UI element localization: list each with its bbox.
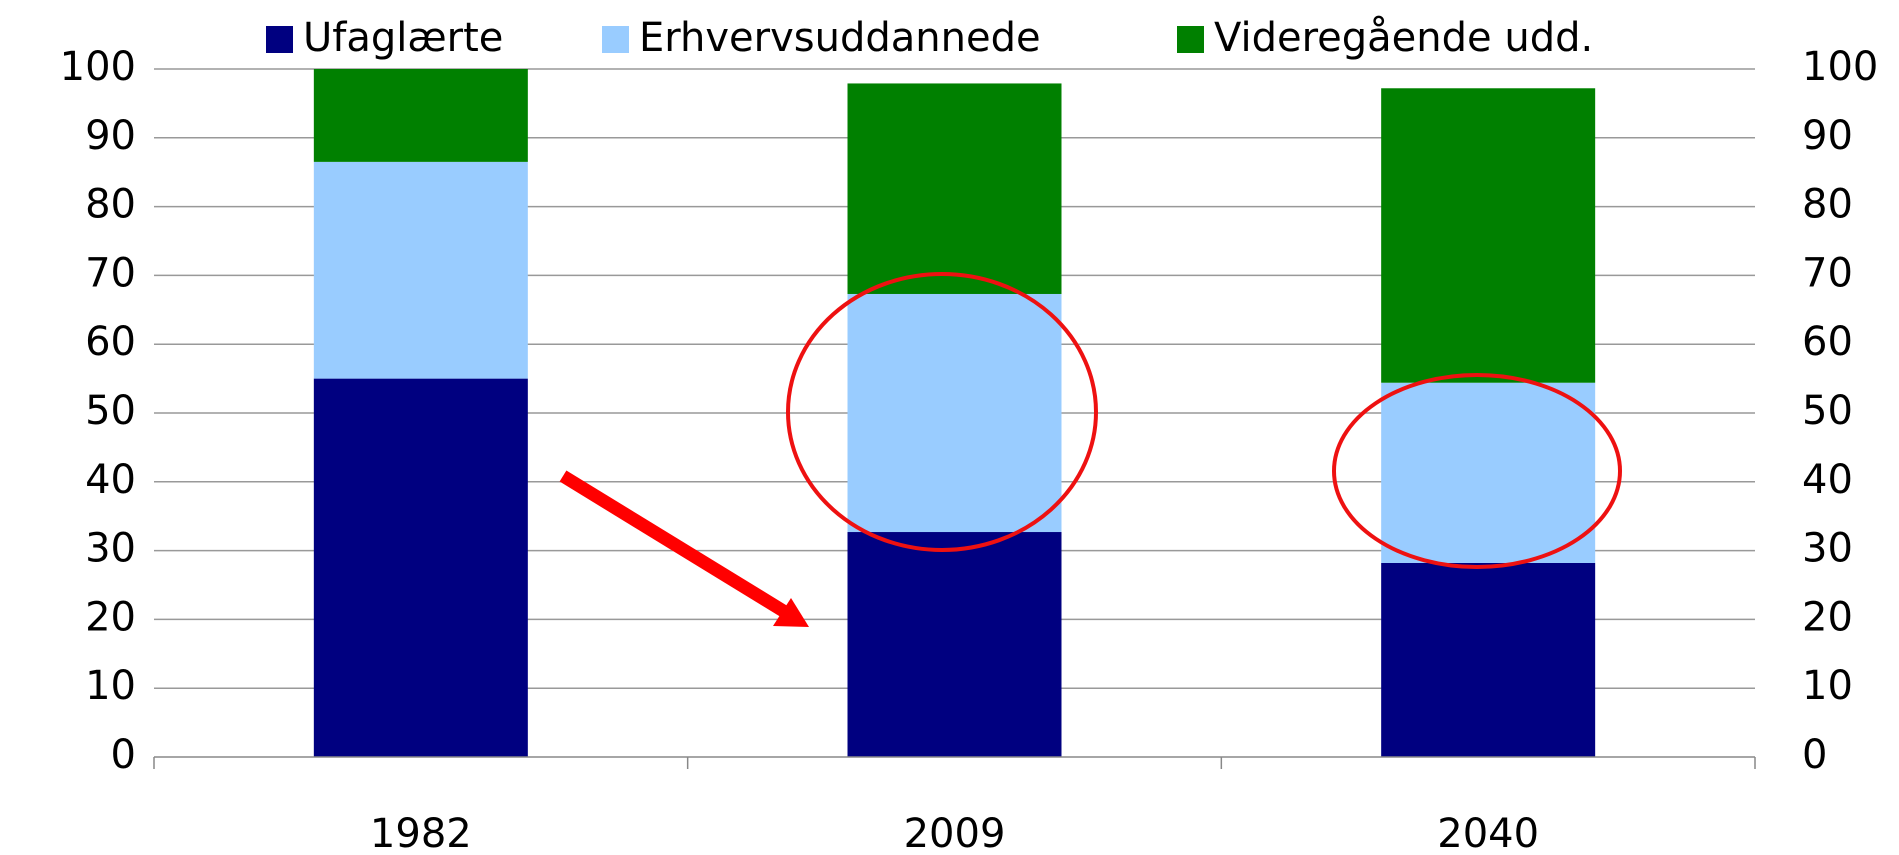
y-tick-label: 50: [85, 388, 136, 434]
legend-swatch: [1177, 26, 1204, 53]
y2-tick-label: 100: [1802, 44, 1878, 90]
legend-label: Erhvervsuddannede: [639, 15, 1041, 61]
legend-label: Ufaglærte: [303, 15, 503, 61]
legend-swatch: [602, 26, 629, 53]
y2-tick-label: 30: [1802, 526, 1853, 572]
x-tick-label: 2040: [1437, 811, 1539, 855]
highlight-circle: [1332, 373, 1622, 569]
bar-segment: [847, 293, 1062, 533]
legend-label: Videregående udd.: [1214, 15, 1593, 61]
x-tick-label: 2009: [904, 811, 1006, 855]
y-tick-label: 100: [60, 44, 136, 90]
bar-segment: [847, 83, 1062, 294]
bars: [313, 69, 1596, 757]
arrow-head: [773, 598, 809, 627]
bar-segment: [313, 378, 528, 757]
y2-tick-label: 90: [1802, 113, 1853, 159]
highlight-circle: [786, 272, 1098, 552]
y-tick-label: 90: [85, 113, 136, 159]
y2-tick-label: 50: [1802, 388, 1853, 434]
y-tick-label: 40: [85, 457, 136, 503]
y2-tick-label: 20: [1802, 594, 1853, 640]
y2-tick-label: 70: [1802, 250, 1853, 296]
y2-tick-label: 10: [1802, 663, 1853, 709]
y-tick-label: 80: [85, 182, 136, 228]
y2-tick-label: 0: [1802, 732, 1827, 778]
legend-swatch: [266, 26, 293, 53]
bar-segment: [1381, 382, 1596, 563]
legend: Ufaglærte Erhvervsuddannede Videregående u…: [266, 15, 1593, 61]
y-tick-label: 30: [85, 526, 136, 572]
y-tick-label: 20: [85, 594, 136, 640]
bar-segment: [313, 161, 528, 379]
annotations: [559, 272, 1622, 627]
y2-tick-label: 80: [1802, 182, 1853, 228]
y-tick-label: 70: [85, 250, 136, 296]
y-tick-label: 10: [85, 663, 136, 709]
axes: 0 10 20 30 40 50 60 70 80 90 100 0 10 20 30 40 50 60 70 80 9…: [60, 44, 1879, 855]
arrow-shaft: [559, 470, 789, 618]
x-tick-label: 1982: [370, 811, 472, 855]
y-tick-label: 60: [85, 319, 136, 365]
bar-segment: [847, 532, 1062, 757]
y-tick-label: 0: [111, 732, 136, 778]
bar-segment: [1381, 88, 1596, 383]
y2-tick-label: 60: [1802, 319, 1853, 365]
y2-tick-label: 40: [1802, 457, 1853, 503]
bar-segment: [313, 69, 528, 162]
bar-segment: [1381, 562, 1596, 757]
